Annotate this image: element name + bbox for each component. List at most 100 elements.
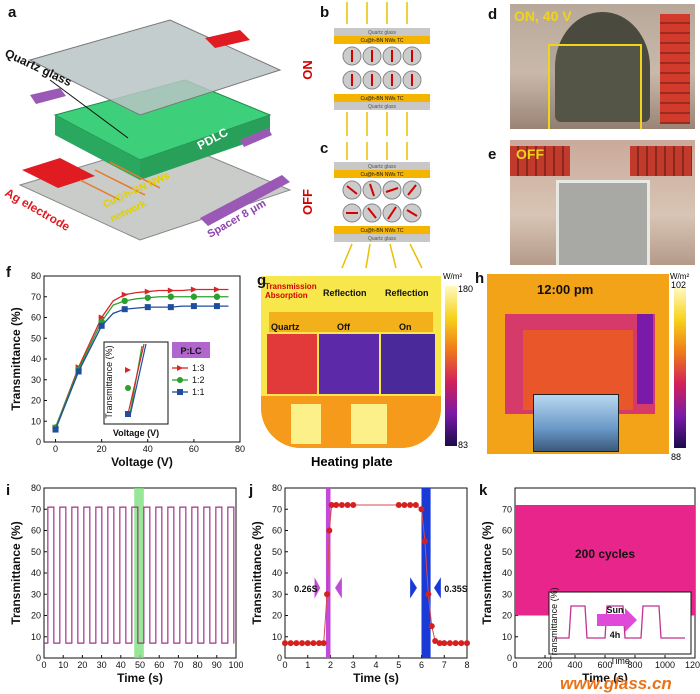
inset-point — [125, 385, 131, 391]
panel-label-b: b — [320, 4, 330, 21]
y-tick-label: 30 — [31, 589, 41, 599]
x-tick-label: 200 — [537, 660, 552, 670]
fall-band — [421, 488, 431, 658]
rise-arrow — [335, 577, 342, 599]
y-tick-label: 80 — [31, 483, 41, 493]
x-tick-label: 0 — [282, 660, 287, 670]
y-tick-label: 50 — [272, 547, 282, 557]
y-tick-label: 40 — [272, 568, 282, 578]
ag-electrode — [22, 158, 95, 188]
colorbar-h — [674, 288, 686, 448]
svg-text:Quartz glass: Quartz glass — [368, 104, 397, 110]
series-line-1:3 — [54, 288, 229, 428]
sun-label: Sun — [607, 605, 624, 615]
x-tick-label: 400 — [567, 660, 582, 670]
panel-b: Quartz glass Cu@h-BN NWs TC Cu@h-BN NWs … — [292, 0, 432, 138]
svg-text:Quartz glass: Quartz glass — [368, 30, 397, 36]
x-tick-label: 40 — [143, 444, 153, 454]
rise-arrow — [314, 577, 321, 599]
y-tick-label: 40 — [502, 568, 512, 578]
data-point — [167, 304, 174, 311]
x-tick-label: 800 — [627, 660, 642, 670]
y-axis-label: Transmittance (%) — [9, 521, 23, 624]
data-point — [436, 640, 443, 647]
x-tick-label: 70 — [173, 660, 183, 670]
data-point — [432, 638, 439, 644]
incoming-light — [346, 2, 408, 136]
hours-label: 4h — [610, 630, 621, 640]
y-tick-label: 50 — [31, 547, 41, 557]
y-tick-label: 80 — [272, 483, 282, 493]
y-tick-label: 70 — [502, 504, 512, 514]
colorbar-g — [445, 286, 457, 446]
data-point — [441, 640, 448, 647]
cycles-label: 200 cycles — [575, 547, 635, 561]
legend-label: 1:2 — [192, 375, 205, 385]
svg-text:Cu@h-BN NWs TC: Cu@h-BN NWs TC — [360, 228, 403, 234]
device-schematic: Quartz glass PDLC Ag electrode Cu@h-BN N… — [3, 19, 292, 241]
y-tick-label: 60 — [502, 526, 512, 536]
thermal-image-g: Transmission Absorption Reflection Refle… — [261, 276, 441, 448]
data-point — [213, 293, 221, 300]
data-point — [344, 502, 351, 508]
panel-label-h: h — [475, 270, 485, 287]
reflection-label-2: Reflection — [385, 288, 429, 298]
x-tick-label: 100 — [228, 660, 243, 670]
y-tick-label: 10 — [31, 632, 41, 642]
data-point — [213, 286, 221, 293]
network-lines — [79, 161, 161, 201]
chart-f-transmittance-voltage: 0 20 40 60 80 0 10 20 30 40 50 60 70 80 Voltage (V) Tra… — [9, 271, 245, 469]
y-tick-label: 70 — [272, 504, 282, 514]
y-tick-label: 20 — [272, 611, 282, 621]
x-tick-label: 1000 — [655, 660, 675, 670]
inset-point — [125, 367, 131, 373]
data-point — [75, 368, 82, 375]
legend-label: 1:1 — [192, 387, 205, 397]
data-point — [190, 303, 197, 310]
fall-arrow — [434, 577, 441, 599]
legend-title: P:LC — [181, 346, 202, 356]
legend-marker — [177, 377, 183, 383]
x-tick-label: 90 — [212, 660, 222, 670]
opaque-pdlc-sample — [556, 180, 650, 265]
data-point — [52, 426, 59, 433]
data-point — [328, 502, 335, 508]
data-point — [287, 640, 294, 647]
x-tick-label: 0 — [53, 444, 58, 454]
y-axis-label: Transmittance (%) — [480, 521, 494, 624]
y-tick-label: 60 — [272, 526, 282, 536]
y-tick-label: 30 — [502, 589, 512, 599]
panel-i: 0 10 20 30 40 50 60 70 80 90 100 0 10 20 30 40 50 60 70 80 T… — [0, 478, 243, 694]
panel-e-photo-off: OFF — [510, 140, 695, 265]
panel-j: 0 1 2 3 4 5 6 7 8 0 10 20 30 40 50 60 70 80 Time (s) Transm… — [243, 478, 473, 694]
droplets-on — [342, 46, 422, 90]
inset-y-label: Transmittance (%) — [549, 587, 559, 660]
highlight-band — [134, 488, 144, 658]
panel-label-d: d — [488, 6, 498, 23]
absorption-label: Absorption — [265, 291, 308, 300]
x-axis-label: Voltage (V) — [111, 455, 173, 469]
scattered-light — [341, 142, 423, 269]
x-tick-label: 20 — [97, 444, 107, 454]
y-tick-label: 20 — [31, 611, 41, 621]
fall-time-label: 0.35S — [444, 584, 468, 594]
y-tick-label: 10 — [272, 632, 282, 642]
data-point — [213, 303, 220, 310]
y-tick-label: 50 — [502, 547, 512, 557]
inset-point — [125, 411, 131, 417]
legend-label: 1:3 — [192, 363, 205, 373]
svg-text:Cu@h-BN NWs TC: Cu@h-BN NWs TC — [360, 96, 403, 102]
panel-label-a: a — [8, 4, 17, 21]
y-tick-label: 40 — [31, 354, 41, 364]
x-tick-label: 80 — [193, 660, 203, 670]
panel-label-g: g — [257, 272, 267, 289]
x-tick-label: 30 — [97, 660, 107, 670]
sun-arrow — [597, 608, 637, 632]
data-point — [98, 322, 105, 329]
data-point — [395, 502, 402, 508]
legend-marker — [177, 389, 183, 395]
data-point — [299, 640, 306, 647]
